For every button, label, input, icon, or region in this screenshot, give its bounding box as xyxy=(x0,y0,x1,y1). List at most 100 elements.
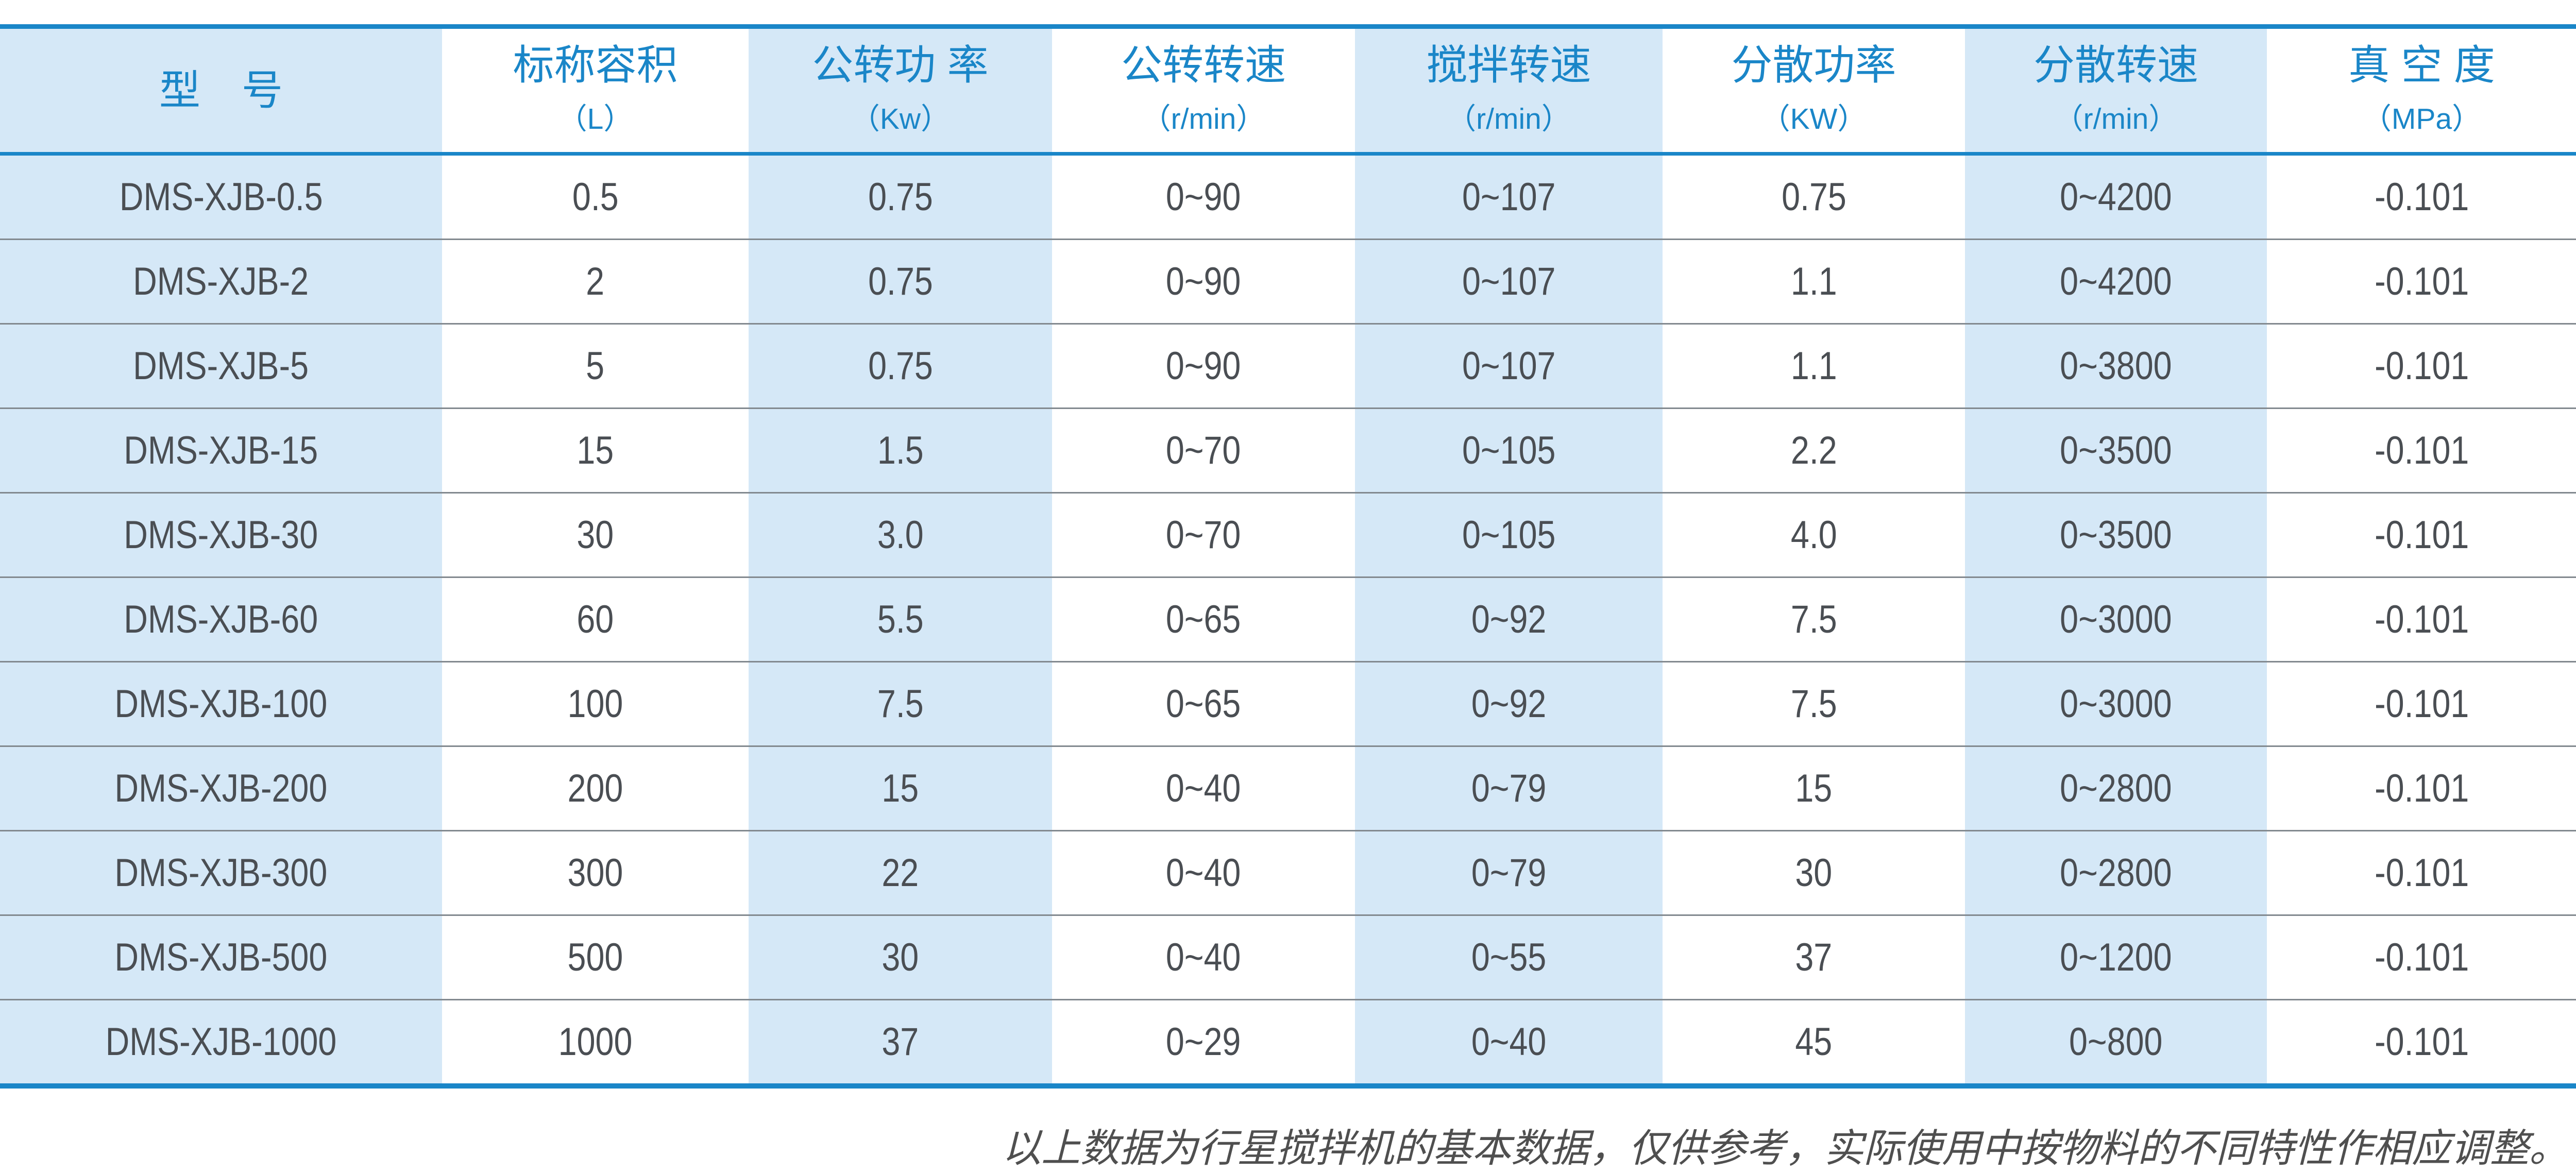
cell-value: 0~107 xyxy=(1462,260,1556,303)
table-cell: 0~40 xyxy=(1052,830,1355,915)
model-value: DMS-XJB-60 xyxy=(124,598,318,641)
table-cell: 0~90 xyxy=(1052,323,1355,409)
cell-value: 0.75 xyxy=(868,175,933,219)
column-header-label: 搅拌转速 xyxy=(1426,42,1591,88)
table-row: DMS-XJB-500 500 30 0~40 0~55 37 0~1200 -… xyxy=(0,914,2576,1000)
cell-value: 0~70 xyxy=(1166,513,1241,557)
table-cell: -0.101 xyxy=(2267,745,2576,831)
cell-value: 0~40 xyxy=(1471,1020,1547,1064)
table-cell: 500 xyxy=(442,914,749,1000)
cell-value: 7.5 xyxy=(1790,682,1837,726)
table-cell: -0.101 xyxy=(2267,830,2576,915)
cell-value: -0.101 xyxy=(2374,513,2469,557)
table-row: DMS-XJB-0.5 0.5 0.75 0~90 0~107 0.75 0~4… xyxy=(0,154,2576,240)
table-cell: 30 xyxy=(442,492,749,577)
cell-value: 300 xyxy=(567,851,623,895)
cell-value: 0~29 xyxy=(1166,1020,1241,1064)
cell-value: 0~55 xyxy=(1471,936,1547,979)
model-value: DMS-XJB-0.5 xyxy=(119,175,323,219)
cell-value: 22 xyxy=(882,851,919,895)
cell-value: 0~70 xyxy=(1166,429,1241,472)
column-header-label: 公转转速 xyxy=(1121,42,1286,88)
column-header-revolution-speed: 公转转速 （r/min） xyxy=(1052,29,1355,156)
cell-value: 200 xyxy=(567,767,623,810)
cell-value: 0~105 xyxy=(1462,429,1556,472)
cell-value: 0~4200 xyxy=(2060,260,2172,303)
cell-value: 4.0 xyxy=(1790,513,1837,557)
cell-value: 0~800 xyxy=(2069,1020,2163,1064)
cell-value: 0~40 xyxy=(1166,851,1241,895)
cell-value: 100 xyxy=(567,682,623,726)
column-header-unit: （r/min） xyxy=(1141,102,1266,135)
cell-value: 500 xyxy=(567,936,623,979)
column-header-label: 标称容积 xyxy=(513,42,678,88)
table-cell: 1.5 xyxy=(749,407,1052,493)
table-cell: -0.101 xyxy=(2267,576,2576,662)
footnote: 以上数据为行星搅拌机的基本数据，仅供参考，实际使用中按物料的不同特性作相应调整。 xyxy=(1002,1127,2568,1170)
column-header-unit: （r/min） xyxy=(1447,102,1571,135)
model-value: DMS-XJB-1000 xyxy=(105,1020,337,1064)
table-row: DMS-XJB-15 15 1.5 0~70 0~105 2.2 0~3500 … xyxy=(0,407,2576,493)
table-cell: 2.2 xyxy=(1663,407,1965,493)
cell-value: 0~40 xyxy=(1166,936,1241,979)
table-cell: 0~70 xyxy=(1052,407,1355,493)
table-cell: 0~4200 xyxy=(1965,239,2267,324)
table-cell: 0~55 xyxy=(1355,914,1663,1000)
cell-value: -0.101 xyxy=(2374,1020,2469,1064)
table-row: DMS-XJB-5 5 0.75 0~90 0~107 1.1 0~3800 -… xyxy=(0,323,2576,409)
cell-value: 5.5 xyxy=(877,598,924,641)
cell-value: -0.101 xyxy=(2374,682,2469,726)
table-cell: 5 xyxy=(442,323,749,409)
table-cell: 0~65 xyxy=(1052,576,1355,662)
table-cell: 3.0 xyxy=(749,492,1052,577)
column-header-unit: （r/min） xyxy=(2054,102,2178,135)
column-header-label: 型 号 xyxy=(159,67,283,113)
column-header-nominal-volume: 标称容积 （L） xyxy=(442,29,749,156)
model-cell: DMS-XJB-1000 xyxy=(0,999,442,1083)
table-cell: 0~92 xyxy=(1355,576,1663,662)
model-cell: DMS-XJB-15 xyxy=(0,407,442,493)
cell-value: 1.1 xyxy=(1790,260,1837,303)
table-cell: 0~3800 xyxy=(1965,323,2267,409)
cell-value: 7.5 xyxy=(1790,598,1837,641)
cell-value: 15 xyxy=(1795,767,1833,810)
top-accent-bar xyxy=(0,24,2576,29)
cell-value: 2 xyxy=(586,260,605,303)
cell-value: 3.0 xyxy=(877,513,924,557)
column-header-unit: （MPa） xyxy=(2362,102,2482,135)
column-header-stirring-speed: 搅拌转速 （r/min） xyxy=(1355,29,1663,156)
table-cell: 0~92 xyxy=(1355,661,1663,746)
cell-value: 0~90 xyxy=(1166,175,1241,219)
table-cell: 45 xyxy=(1663,999,1965,1083)
table-cell: 0~70 xyxy=(1052,492,1355,577)
table-cell: 2 xyxy=(442,239,749,324)
table-cell: -0.101 xyxy=(2267,323,2576,409)
cell-value: 0~1200 xyxy=(2060,936,2172,979)
table-cell: -0.101 xyxy=(2267,661,2576,746)
table-row: DMS-XJB-1000 1000 37 0~29 0~40 45 0~800 … xyxy=(0,999,2576,1083)
model-cell: DMS-XJB-2 xyxy=(0,239,442,324)
table-cell: 60 xyxy=(442,576,749,662)
column-header-unit: （KW） xyxy=(1760,102,1867,135)
table-row: DMS-XJB-60 60 5.5 0~65 0~92 7.5 0~3000 -… xyxy=(0,576,2576,662)
table-cell: 0~40 xyxy=(1052,914,1355,1000)
column-header-revolution-power: 公转功 率 （Kw） xyxy=(749,29,1052,156)
cell-value: 1000 xyxy=(558,1020,633,1064)
model-value: DMS-XJB-5 xyxy=(133,344,309,388)
cell-value: 15 xyxy=(577,429,614,472)
table-cell: 0~90 xyxy=(1052,154,1355,240)
cell-value: 0~107 xyxy=(1462,344,1556,388)
cell-value: 2.2 xyxy=(1790,429,1837,472)
cell-value: 0~65 xyxy=(1166,682,1241,726)
cell-value: -0.101 xyxy=(2374,936,2469,979)
table-cell: 0~3000 xyxy=(1965,576,2267,662)
table-cell: 1000 xyxy=(442,999,749,1083)
model-cell: DMS-XJB-500 xyxy=(0,914,442,1000)
table-cell: 0~4200 xyxy=(1965,154,2267,240)
model-value: DMS-XJB-2 xyxy=(133,260,309,303)
table-cell: 100 xyxy=(442,661,749,746)
cell-value: -0.101 xyxy=(2374,429,2469,472)
model-cell: DMS-XJB-30 xyxy=(0,492,442,577)
column-header-dispersion-power: 分散功率 （KW） xyxy=(1663,29,1965,156)
table-cell: 15 xyxy=(749,745,1052,831)
